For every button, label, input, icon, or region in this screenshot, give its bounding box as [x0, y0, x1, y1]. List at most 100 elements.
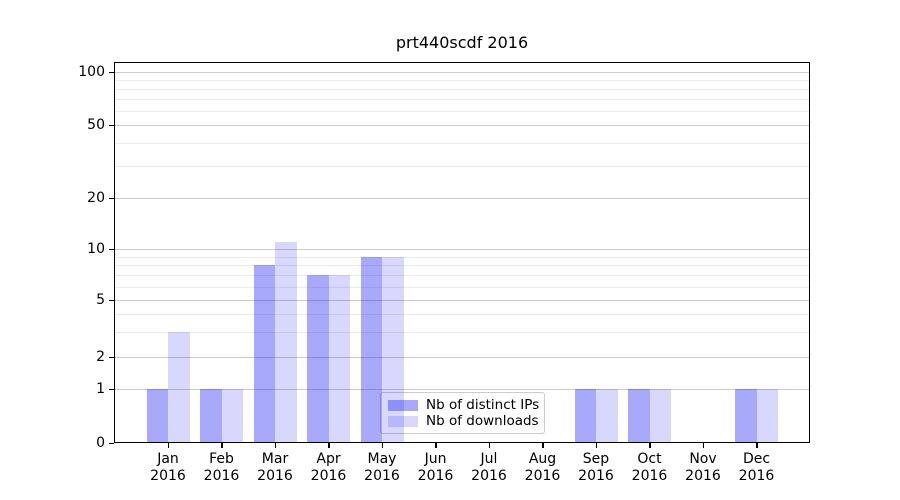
x-axis-tick-label: Mar 2016: [243, 451, 307, 485]
x-axis-tick: [435, 443, 437, 448]
major-gridline: [114, 357, 810, 358]
minor-gridline: [114, 256, 810, 258]
bar-downloads: [649, 389, 671, 443]
minor-gridline: [114, 331, 810, 333]
month-label: Apr: [316, 451, 341, 467]
x-axis-tick-label: Apr 2016: [297, 451, 361, 485]
plot-area-frame: [114, 62, 810, 443]
y-axis-tick: [109, 388, 114, 390]
y-axis-tick-label: 5: [96, 292, 105, 308]
month-label: May: [367, 451, 397, 467]
y-axis-tick: [109, 71, 114, 73]
minor-gridline: [114, 89, 810, 91]
year-label: 2016: [203, 468, 240, 484]
x-axis-tick: [649, 443, 651, 448]
month-label: Oct: [637, 451, 662, 467]
y-axis-tick-label: 50: [87, 117, 105, 133]
bar-distinct-ips: [574, 389, 596, 443]
minor-gridline: [114, 286, 810, 288]
year-label: 2016: [150, 468, 186, 484]
month-label: Jun: [424, 451, 447, 467]
month-label: Sep: [582, 451, 610, 467]
year-label: 2016: [738, 468, 775, 484]
bar-distinct-ips: [628, 389, 650, 443]
x-axis-tick-label: Aug 2016: [511, 451, 575, 485]
month-label: Feb: [209, 451, 234, 467]
x-axis-tick: [488, 443, 490, 448]
y-axis-tick-label: 100: [78, 64, 105, 80]
x-axis-tick: [221, 443, 223, 448]
minor-gridline: [114, 80, 810, 82]
x-axis-tick: [381, 443, 383, 448]
major-gridline: [114, 198, 810, 199]
y-axis-tick-label: 1: [96, 381, 105, 397]
bar-downloads: [596, 389, 618, 443]
y-axis-tick-label: 10: [87, 241, 105, 257]
x-axis-tick-label: Feb 2016: [190, 451, 254, 485]
bar-distinct-ips: [253, 265, 275, 443]
minor-gridline: [114, 165, 810, 167]
x-axis-tick: [328, 443, 330, 448]
month-label: Mar: [261, 451, 289, 467]
x-axis-tick-label: Jul 2016: [457, 451, 521, 485]
bar-distinct-ips: [735, 389, 757, 443]
year-label: 2016: [417, 468, 454, 484]
y-axis-tick: [109, 299, 114, 301]
bar-distinct-ips: [307, 275, 329, 443]
legend-label-downloads: Nb of downloads: [426, 413, 539, 429]
major-gridline: [114, 389, 810, 390]
x-axis-tick: [274, 443, 276, 448]
year-label: 2016: [685, 468, 721, 484]
y-axis-tick-label: 20: [87, 190, 105, 206]
year-label: 2016: [631, 468, 668, 484]
bar-downloads: [756, 389, 778, 443]
minor-gridline: [114, 111, 810, 113]
major-gridline: [114, 72, 810, 73]
bar-downloads: [328, 275, 350, 443]
x-axis-tick-label: Oct 2016: [618, 451, 682, 485]
x-axis-tick-label: Jan 2016: [136, 451, 200, 485]
legend-label-distinct-ips: Nb of distinct IPs: [426, 397, 540, 413]
x-axis-tick-label: Sep 2016: [564, 451, 628, 485]
legend-swatch-distinct-ips: [388, 399, 418, 411]
year-label: 2016: [578, 468, 614, 484]
year-label: 2016: [257, 468, 293, 484]
major-gridline: [114, 300, 810, 301]
bar-distinct-ips: [200, 389, 222, 443]
year-label: 2016: [364, 468, 400, 484]
x-axis-tick-label: May 2016: [350, 451, 414, 485]
year-label: 2016: [310, 468, 347, 484]
legend-item-downloads: Nb of downloads: [388, 413, 539, 429]
year-label: 2016: [471, 468, 507, 484]
x-axis-tick: [756, 443, 758, 448]
major-gridline: [114, 249, 810, 250]
x-axis-tick: [702, 443, 704, 448]
major-gridline: [114, 125, 810, 126]
bar-downloads: [275, 241, 297, 443]
y-axis-tick: [109, 356, 114, 358]
x-axis-tick: [542, 443, 544, 448]
y-axis-tick-label: 2: [96, 349, 105, 365]
x-axis-tick-label: Nov 2016: [671, 451, 735, 485]
legend-item-distinct-ips: Nb of distinct IPs: [388, 397, 540, 413]
minor-gridline: [114, 99, 810, 101]
bar-distinct-ips: [146, 389, 168, 443]
minor-gridline: [114, 275, 810, 277]
y-axis-tick-label: 0: [96, 435, 105, 451]
y-axis-tick: [109, 124, 114, 126]
bar-downloads: [168, 331, 190, 443]
y-axis-tick: [109, 248, 114, 250]
x-axis-tick: [167, 443, 169, 448]
chart-title: prt440scdf 2016: [395, 33, 529, 52]
month-label: Jan: [157, 451, 179, 467]
minor-gridline: [114, 313, 810, 315]
y-axis-tick: [109, 197, 114, 199]
bar-downloads: [382, 256, 404, 443]
legend-swatch-downloads: [388, 415, 418, 427]
month-label: Jul: [480, 451, 498, 467]
bar-distinct-ips: [360, 256, 382, 443]
x-axis-tick: [595, 443, 597, 448]
minor-gridline: [114, 265, 810, 267]
minor-gridline: [114, 142, 810, 144]
